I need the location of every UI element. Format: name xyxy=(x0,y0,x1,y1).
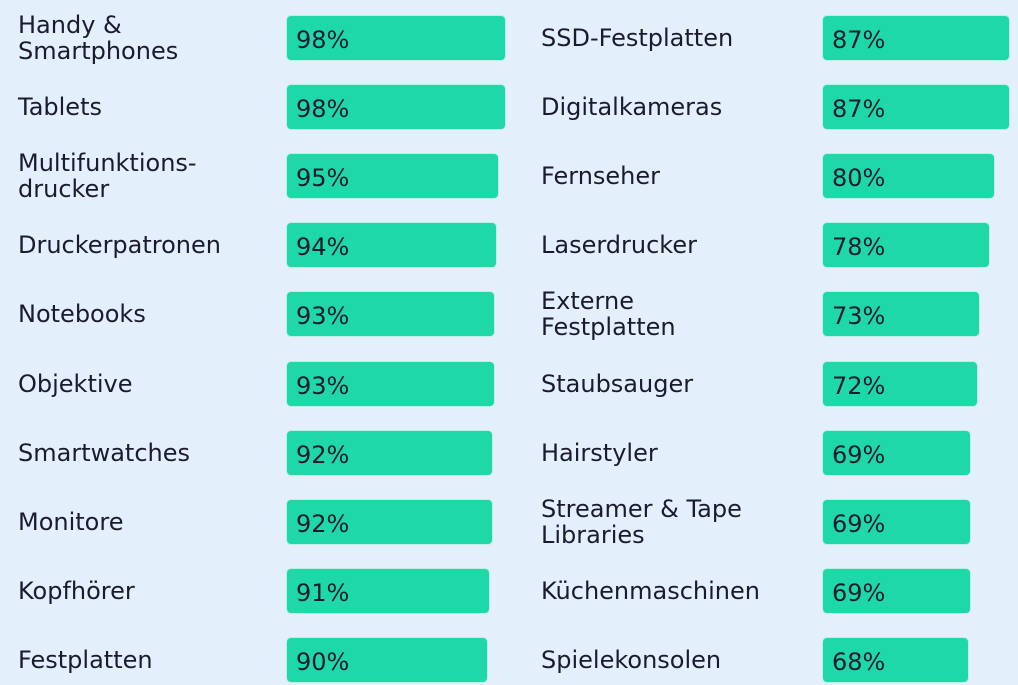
value-label: 87% xyxy=(832,95,886,124)
bar xyxy=(822,360,978,407)
category-label: Monitore xyxy=(18,507,124,536)
category-label: Hairstyler xyxy=(541,438,658,467)
bar xyxy=(286,15,506,61)
category-label: SSD-Festplatten xyxy=(541,24,734,52)
bar xyxy=(286,567,491,614)
bar xyxy=(286,84,506,131)
category-label: Festplatten xyxy=(18,645,153,674)
value-label: 72% xyxy=(832,371,886,400)
bar xyxy=(822,498,972,545)
category-label: Externe Festplatten xyxy=(541,287,676,342)
bar xyxy=(286,291,495,338)
bar xyxy=(822,153,995,200)
bar xyxy=(822,15,1010,61)
category-label: Handy & Smartphones xyxy=(18,11,179,65)
value-label: 95% xyxy=(296,164,350,193)
bar xyxy=(286,153,500,200)
bar xyxy=(822,429,972,476)
category-label: Multifunktions- drucker xyxy=(18,149,197,204)
value-label: 94% xyxy=(296,233,350,262)
value-label: 98% xyxy=(296,26,350,54)
bar xyxy=(286,498,493,545)
value-label: 80% xyxy=(832,164,886,193)
category-label: Laserdrucker xyxy=(541,231,697,260)
value-label: 69% xyxy=(832,578,886,607)
category-label: Kopfhörer xyxy=(18,576,135,605)
value-label: 73% xyxy=(832,302,886,331)
category-label: Objektive xyxy=(18,369,133,398)
value-label: 98% xyxy=(296,95,350,124)
category-label: Staubsauger xyxy=(541,369,694,398)
value-label: 90% xyxy=(296,647,350,676)
bar xyxy=(286,429,493,476)
bar xyxy=(286,222,498,269)
value-label: 93% xyxy=(296,371,350,400)
category-label: Druckerpatronen xyxy=(18,231,221,260)
value-label: 92% xyxy=(296,509,350,538)
category-label: Spielekonsolen xyxy=(541,645,722,674)
bar xyxy=(286,636,489,683)
category-label: Küchenmaschinen xyxy=(541,576,760,605)
category-label: Streamer & Tape Libraries xyxy=(541,494,742,549)
value-label: 93% xyxy=(296,302,350,331)
value-label: 91% xyxy=(296,578,350,607)
bar xyxy=(286,360,495,407)
bar xyxy=(822,636,969,683)
category-label: Digitalkameras xyxy=(541,93,723,122)
bar xyxy=(822,567,972,614)
bar xyxy=(822,291,980,338)
value-label: 92% xyxy=(296,440,350,469)
value-label: 78% xyxy=(832,233,886,262)
value-label: 87% xyxy=(832,26,886,54)
value-label: 69% xyxy=(832,509,886,538)
value-label: 68% xyxy=(832,647,886,676)
category-label: Smartwatches xyxy=(18,438,191,467)
bar xyxy=(822,222,991,269)
category-label: Tablets xyxy=(18,93,102,122)
category-label: Fernseher xyxy=(541,162,661,191)
category-label: Notebooks xyxy=(18,300,146,329)
value-label: 69% xyxy=(832,440,886,469)
bar xyxy=(822,84,1010,131)
